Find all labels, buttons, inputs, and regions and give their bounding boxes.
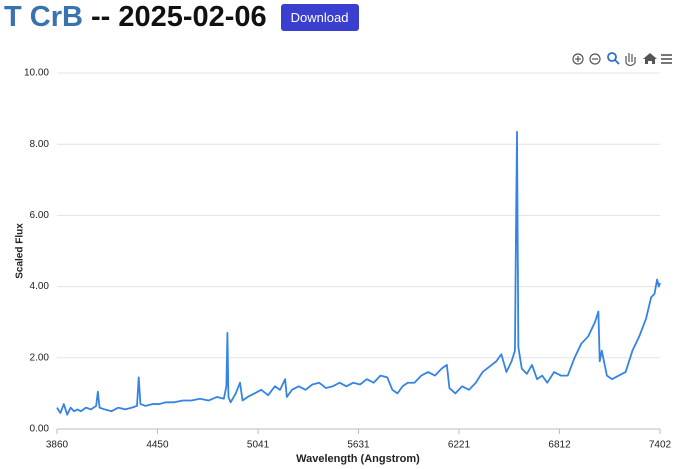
date-title: -- 2025-02-06 bbox=[90, 0, 267, 33]
x-axis-title: Wavelength (Angstrom) bbox=[296, 453, 420, 465]
y-tick-label: 8.00 bbox=[30, 139, 50, 150]
reset[interactable] bbox=[643, 53, 657, 64]
y-tick-label: 10.00 bbox=[24, 68, 49, 79]
y-axis-title: Scaled Flux bbox=[15, 223, 26, 279]
toolbar bbox=[572, 52, 672, 67]
x-tick-label: 7402 bbox=[649, 440, 672, 451]
x-tick-label: 5631 bbox=[347, 440, 370, 451]
x-tick-label: 3860 bbox=[46, 440, 69, 451]
download-button[interactable]: Download bbox=[280, 3, 359, 31]
x-tick-label: 6221 bbox=[448, 440, 471, 451]
header: T CrB -- 2025-02-06 Download bbox=[4, 0, 359, 34]
y-tick-label: 0.00 bbox=[30, 424, 50, 435]
x-tick-label: 4450 bbox=[146, 440, 169, 451]
menu[interactable] bbox=[661, 54, 672, 64]
x-tick-label: 6812 bbox=[548, 440, 571, 451]
y-tick-label: 4.00 bbox=[30, 281, 50, 292]
zoom-in[interactable] bbox=[572, 53, 584, 65]
pan[interactable] bbox=[625, 53, 636, 67]
y-tick-label: 2.00 bbox=[30, 352, 50, 363]
y-tick-label: 6.00 bbox=[30, 210, 50, 221]
object-name[interactable]: T CrB bbox=[4, 0, 83, 33]
spectrum-line bbox=[56, 130, 661, 416]
zoom-select[interactable] bbox=[607, 52, 620, 65]
x-tick-label: 5041 bbox=[247, 440, 270, 451]
zoom-out[interactable] bbox=[589, 53, 601, 65]
